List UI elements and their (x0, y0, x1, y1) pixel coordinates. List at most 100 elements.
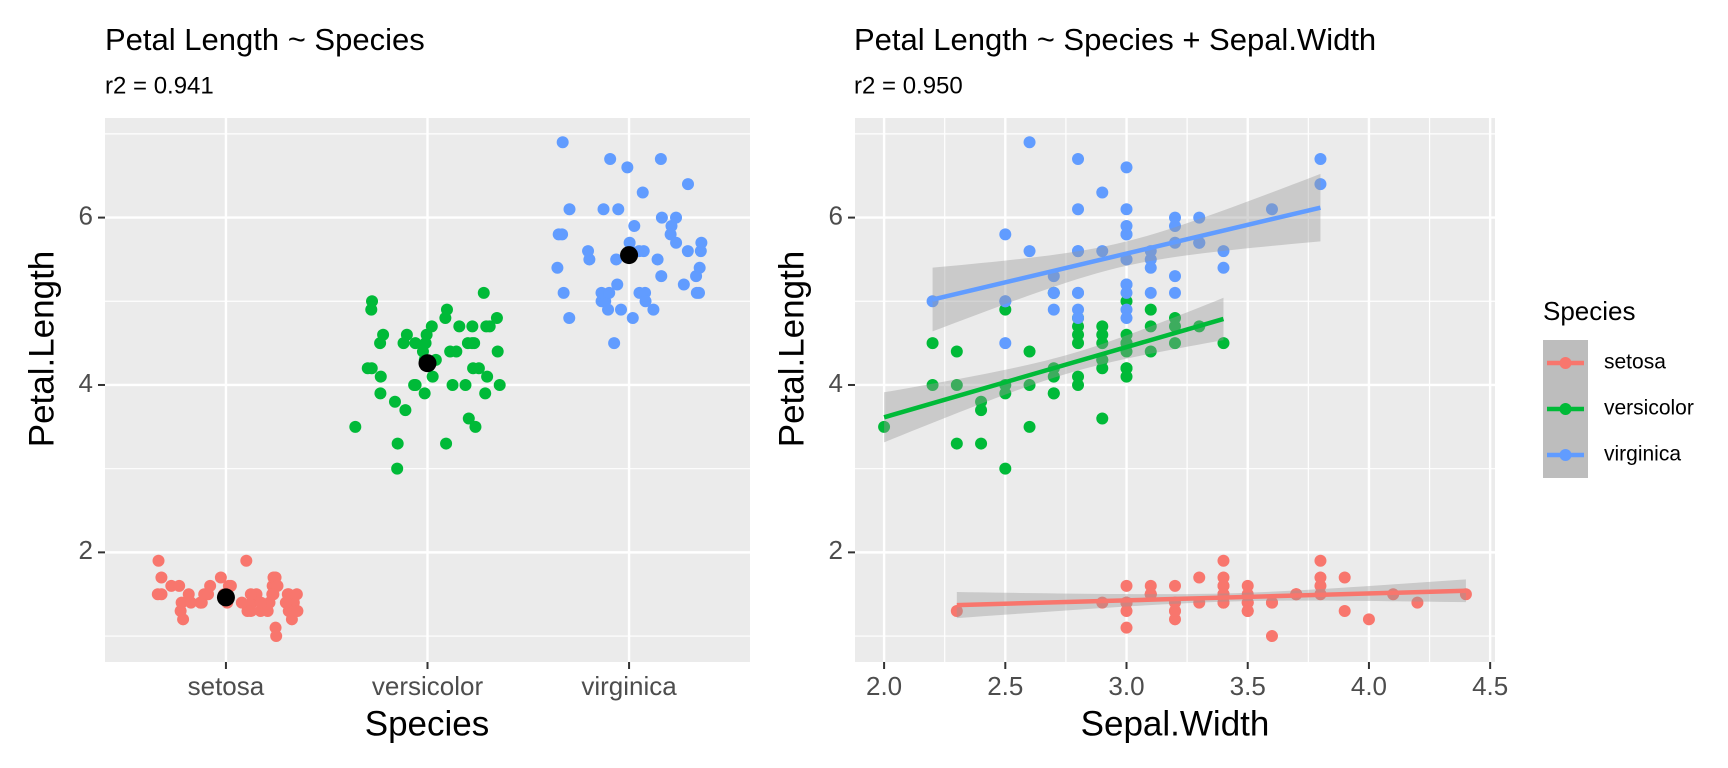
chart-subtitle: r2 = 0.950 (854, 72, 963, 99)
point (1193, 236, 1206, 249)
point (152, 554, 165, 567)
point (214, 571, 227, 584)
point (1169, 320, 1181, 333)
point (610, 253, 623, 266)
y-tick-label: 6 (829, 200, 843, 230)
x-tick-label: setosa (188, 671, 265, 701)
point (155, 571, 168, 584)
point (1314, 178, 1327, 191)
point (1047, 303, 1060, 316)
x-tick-label: versicolor (372, 671, 484, 701)
point (693, 261, 706, 274)
point (472, 362, 485, 375)
mean-point (216, 588, 235, 607)
point (1120, 278, 1133, 291)
point (926, 378, 939, 391)
point (1314, 554, 1327, 567)
point (1120, 328, 1133, 341)
point (418, 387, 431, 400)
point (377, 328, 390, 341)
x-axis-title: Species (365, 704, 490, 743)
x-tick-label: 3.0 (1108, 671, 1144, 701)
point (1120, 203, 1133, 216)
point (1120, 286, 1133, 299)
point (1265, 596, 1278, 609)
point (556, 136, 569, 149)
legend-label: virginica (1604, 443, 1681, 466)
point (1314, 571, 1327, 584)
point (628, 219, 641, 232)
point (391, 462, 404, 475)
mean-point (418, 354, 437, 373)
point (244, 588, 257, 601)
chart-title: Petal Length ~ Species (105, 22, 425, 57)
point (1120, 362, 1133, 375)
point (1023, 378, 1036, 391)
point (1072, 245, 1085, 258)
point (1023, 345, 1036, 358)
point (647, 303, 660, 316)
point (450, 345, 463, 358)
point (552, 228, 565, 241)
point (950, 604, 963, 617)
point (1096, 362, 1109, 375)
point (446, 378, 459, 391)
legend-point (1559, 449, 1572, 461)
point (1144, 261, 1157, 274)
point (1072, 286, 1085, 299)
point (349, 420, 362, 433)
point (1072, 378, 1085, 391)
y-tick-label: 2 (829, 535, 843, 565)
point (466, 320, 479, 333)
point (184, 596, 197, 609)
point (603, 286, 616, 299)
point (1144, 303, 1157, 316)
point (1169, 211, 1181, 224)
point (409, 337, 422, 350)
point (1120, 219, 1133, 232)
point (479, 387, 492, 400)
point (677, 278, 690, 291)
point (1072, 153, 1085, 166)
y-tick-label: 4 (829, 368, 843, 398)
point (950, 345, 963, 358)
point (397, 337, 410, 350)
point (1144, 588, 1157, 601)
point (1241, 579, 1254, 592)
point (366, 295, 379, 308)
point (291, 604, 304, 617)
fit-line (956, 588, 1466, 608)
point (491, 345, 504, 358)
point (551, 261, 564, 274)
point (681, 178, 694, 191)
point (1120, 312, 1133, 325)
point (462, 412, 475, 425)
point (439, 312, 452, 325)
point (655, 211, 668, 224)
point (563, 203, 576, 216)
point (1144, 253, 1157, 266)
point (604, 153, 617, 166)
point (1144, 286, 1157, 299)
point (235, 596, 248, 609)
y-axis-title: Petal.Length (22, 251, 61, 448)
point (391, 437, 404, 450)
x-tick-label: 4.5 (1472, 671, 1508, 701)
point (1265, 203, 1278, 216)
point (608, 337, 621, 350)
point (361, 362, 374, 375)
point (1096, 245, 1109, 258)
legend-label: versicolor (1604, 397, 1694, 420)
point (425, 320, 438, 333)
point (611, 278, 624, 291)
point (999, 228, 1012, 241)
fit-line (883, 316, 1225, 420)
point (1217, 579, 1230, 592)
fit-line (932, 205, 1321, 302)
point (1120, 295, 1133, 308)
point (1096, 186, 1109, 199)
point (1265, 630, 1278, 643)
point (1241, 596, 1254, 609)
x-tick-label: virginica (581, 671, 677, 701)
point (1144, 345, 1157, 358)
